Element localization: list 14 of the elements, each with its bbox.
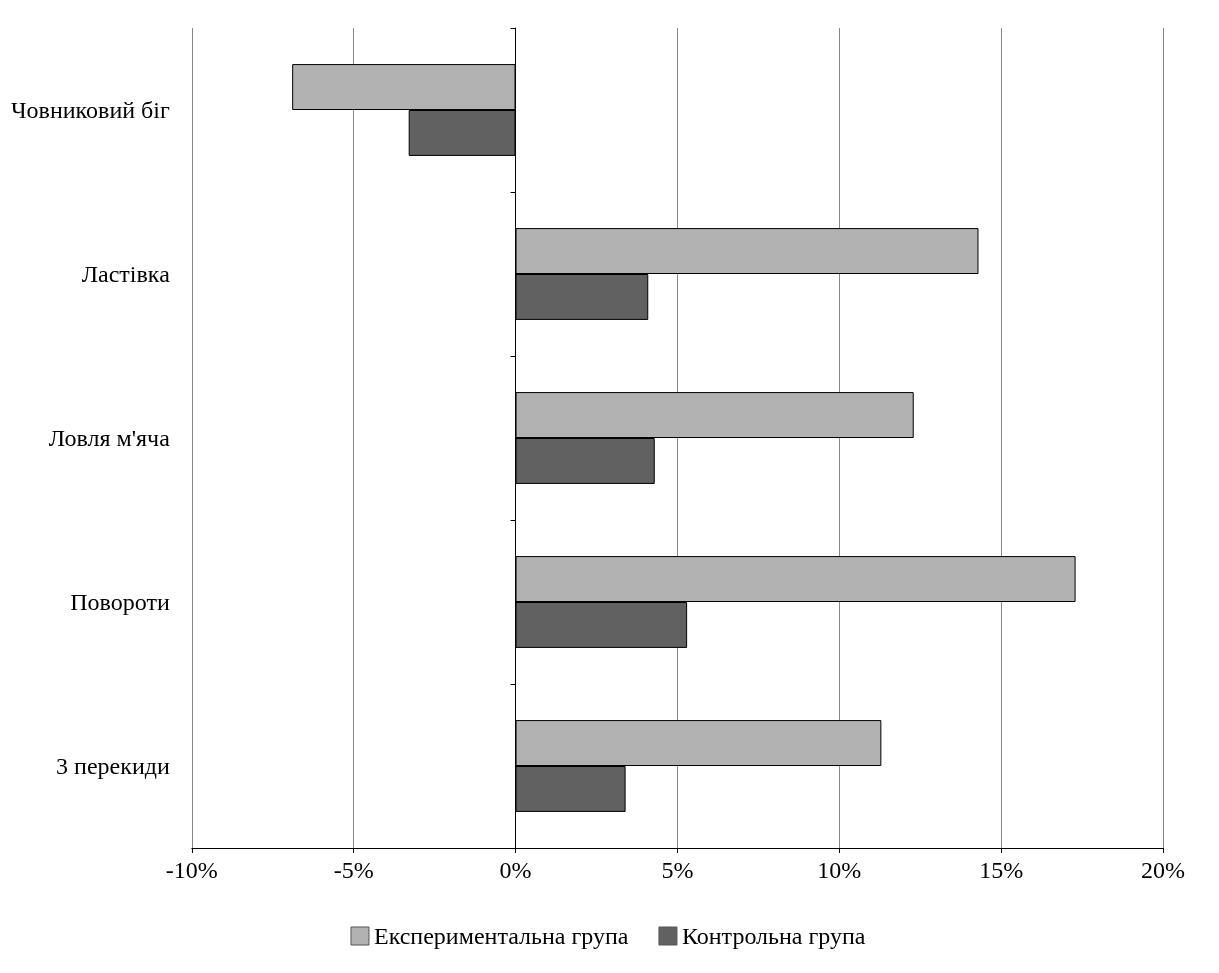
x-tick-label: -10%	[165, 857, 218, 883]
x-tick-label: 15%	[979, 857, 1024, 883]
x-tick-label: 5%	[661, 857, 694, 883]
x-tick-label: 0%	[499, 857, 532, 883]
y-tick-label: Повороти	[70, 589, 170, 615]
y-tick-label: Ластівка	[81, 261, 171, 287]
y-tick-label: Човниковий біг	[10, 97, 170, 123]
y-tick-label: Ловля м'яча	[48, 425, 171, 451]
x-tick-label: 20%	[1141, 857, 1185, 883]
legend-label: Експериментальна група	[373, 923, 629, 949]
x-tick-label: 10%	[817, 857, 862, 883]
y-tick-label: 3 перекиди	[56, 753, 170, 779]
legend-label: Контрольна група	[681, 923, 866, 949]
x-tick-label: -5%	[333, 857, 374, 883]
